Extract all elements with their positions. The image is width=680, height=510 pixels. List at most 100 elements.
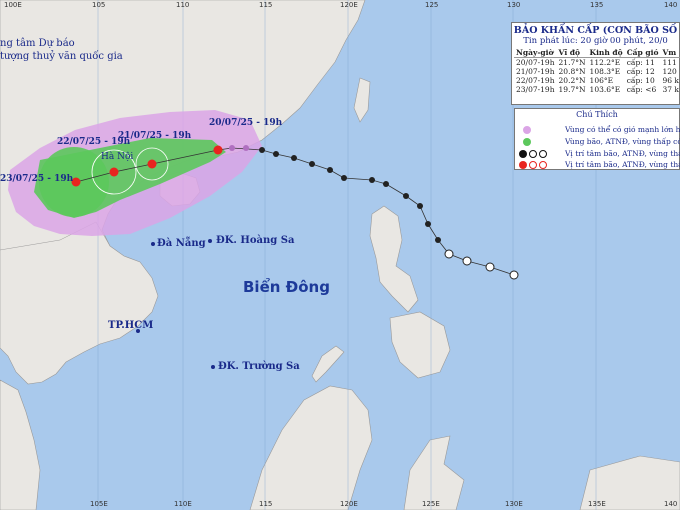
forecast-label-1: 20/07/25 - 19h xyxy=(209,118,283,128)
table-cell: 21/07-19h xyxy=(516,67,555,76)
legend-item-forecast: Vị trí tâm bão, ATNĐ, vùng thấp h xyxy=(519,159,680,170)
hcm-marker xyxy=(136,329,140,333)
table-row: 23/07-19h 19.7°N 103.6°E cấp: <6 37 k xyxy=(514,85,680,94)
table-cell: 106°E xyxy=(589,76,614,85)
past-point xyxy=(273,151,279,157)
position-table: Ngày-giờ Vĩ độ Kinh độ Cấp gió Vm 20/07-… xyxy=(514,48,680,94)
table-cell: 22/07-19h xyxy=(516,76,555,85)
axis-bottom-2: 115 xyxy=(259,500,273,508)
agency-line-1: ng tâm Dự báo xyxy=(0,38,75,49)
axis-bottom-1: 110E xyxy=(174,500,192,508)
axis-top-0: 100E xyxy=(4,1,22,9)
table-cell: 20.8°N xyxy=(558,67,586,76)
axis-top-6: 130 xyxy=(507,1,521,9)
table-cell: 103.6°E xyxy=(589,85,621,94)
axis-top-5: 125 xyxy=(425,1,439,9)
past-point xyxy=(229,145,235,151)
legend-label: Vị trí tâm bão, ATNĐ, vùng thấp đã xyxy=(565,149,680,158)
danang-marker xyxy=(151,242,155,246)
table-row: 22/07-19h 20.2°N 106°E cấp: 10 96 k xyxy=(514,76,680,85)
forecast-label-3: 22/07/25 - 19h xyxy=(57,137,131,147)
past-storm-icon xyxy=(519,149,527,158)
risk-swatch-icon xyxy=(523,125,531,134)
label-hcm: TP.HCM xyxy=(108,320,154,331)
past-low-icon xyxy=(539,149,547,158)
past-point xyxy=(341,175,347,181)
bulletin-title: BẢO KHẨN CẤP (CƠN BÃO SỐ xyxy=(513,25,678,36)
taiwan-land xyxy=(353,77,371,123)
table-header: Cấp gió xyxy=(624,48,661,58)
forecast-low-icon xyxy=(539,160,547,169)
table-cell: cấp: 11 xyxy=(626,58,655,67)
legend-label: Vùng bão, ATNĐ, vùng thấp có thể xyxy=(565,137,680,146)
axis-top-4: 120E xyxy=(340,1,358,9)
past-point xyxy=(369,177,375,183)
borneo-land xyxy=(249,385,373,510)
table-cell: 111 xyxy=(662,58,677,67)
axis-bottom-4: 125E xyxy=(422,500,440,508)
forecast-point xyxy=(109,167,119,177)
forecast-point xyxy=(71,177,81,187)
table-cell: 20.2°N xyxy=(558,76,586,85)
table-cell: 112.2°E xyxy=(589,58,621,67)
table-header: Vm xyxy=(660,48,680,58)
peninsula-land xyxy=(0,379,41,510)
table-cell: 21.7°N xyxy=(558,58,586,67)
past-point xyxy=(403,193,409,199)
bulletin-issued: Tin phát lúc: 20 giờ 00 phút, 20/0 xyxy=(523,36,668,46)
axis-bottom-3: 120E xyxy=(340,500,358,508)
legend-item-storm: Vùng bão, ATNĐ, vùng thấp có thể xyxy=(519,136,680,147)
past-point xyxy=(462,256,472,266)
label-sea: Biển Đông xyxy=(243,278,330,296)
table-header: Vĩ độ xyxy=(556,48,588,58)
axis-bottom-5: 130E xyxy=(505,500,523,508)
past-point xyxy=(291,155,297,161)
past-point xyxy=(259,147,265,153)
table-cell: 108.3°E xyxy=(589,67,621,76)
table-row: 21/07-19h 20.8°N 108.3°E cấp: 12 120 xyxy=(514,67,680,76)
legend-item-past: Vị trí tâm bão, ATNĐ, vùng thấp đã xyxy=(519,148,680,159)
table-cell: 23/07-19h xyxy=(516,85,555,94)
past-point xyxy=(509,270,519,280)
past-point xyxy=(417,203,423,209)
legend-label: Vị trí tâm bão, ATNĐ, vùng thấp h xyxy=(565,160,680,169)
table-cell: 37 k xyxy=(662,85,679,94)
axis-top-2: 110 xyxy=(176,1,190,9)
table-cell: 20/07-19h xyxy=(516,58,555,67)
legend-label: Vùng có thể có gió mạnh lớn hơn cấ xyxy=(565,125,680,134)
storm-swatch-icon xyxy=(523,137,531,146)
label-hoangsa: ĐK. Hoàng Sa xyxy=(216,235,295,246)
forecast-label-2: 21/07/25 - 19h xyxy=(118,131,192,141)
past-point xyxy=(383,181,389,187)
forecast-label-4: 23/07/25 - 19h xyxy=(0,174,74,184)
storm-circle-d3 xyxy=(91,149,137,195)
axis-bottom-7: 140 xyxy=(664,500,678,508)
palawan-land xyxy=(311,345,345,383)
axis-bottom-6: 135E xyxy=(588,500,606,508)
newguinea-land xyxy=(579,455,680,510)
legend-item-risk: Vùng có thể có gió mạnh lớn hơn cấ xyxy=(519,124,680,135)
table-header: Kinh độ xyxy=(587,48,625,58)
past-point xyxy=(444,249,454,259)
axis-top-3: 115 xyxy=(259,1,273,9)
storm-circle-d2 xyxy=(135,147,169,181)
label-truongsa: ĐK. Trường Sa xyxy=(218,361,300,372)
past-point xyxy=(435,237,441,243)
truongsa-marker xyxy=(211,365,215,369)
agency-line-2: tượng thuỷ văn quốc gia xyxy=(0,51,123,62)
axis-top-7: 135 xyxy=(590,1,604,9)
table-cell: cấp: 10 xyxy=(626,76,655,85)
forecast-point xyxy=(213,145,223,155)
past-point xyxy=(243,145,249,151)
legend-title: Chú Thích xyxy=(576,110,618,119)
bulletin-panel: BẢO KHẨN CẤP (CƠN BÃO SỐ Tin phát lúc: 2… xyxy=(511,22,680,105)
legend-panel: Chú Thích Vùng có thể có gió mạnh lớn hơ… xyxy=(514,108,680,170)
table-header: Ngày-giờ xyxy=(514,48,557,58)
forecast-point xyxy=(147,159,157,169)
table-cell: 120 xyxy=(662,67,677,76)
axis-top-8: 140 xyxy=(664,1,678,9)
forecast-storm-icon xyxy=(519,160,527,169)
sulawesi-land xyxy=(403,435,465,510)
past-point xyxy=(327,167,333,173)
table-header-row: Ngày-giờ Vĩ độ Kinh độ Cấp gió Vm xyxy=(514,48,680,58)
